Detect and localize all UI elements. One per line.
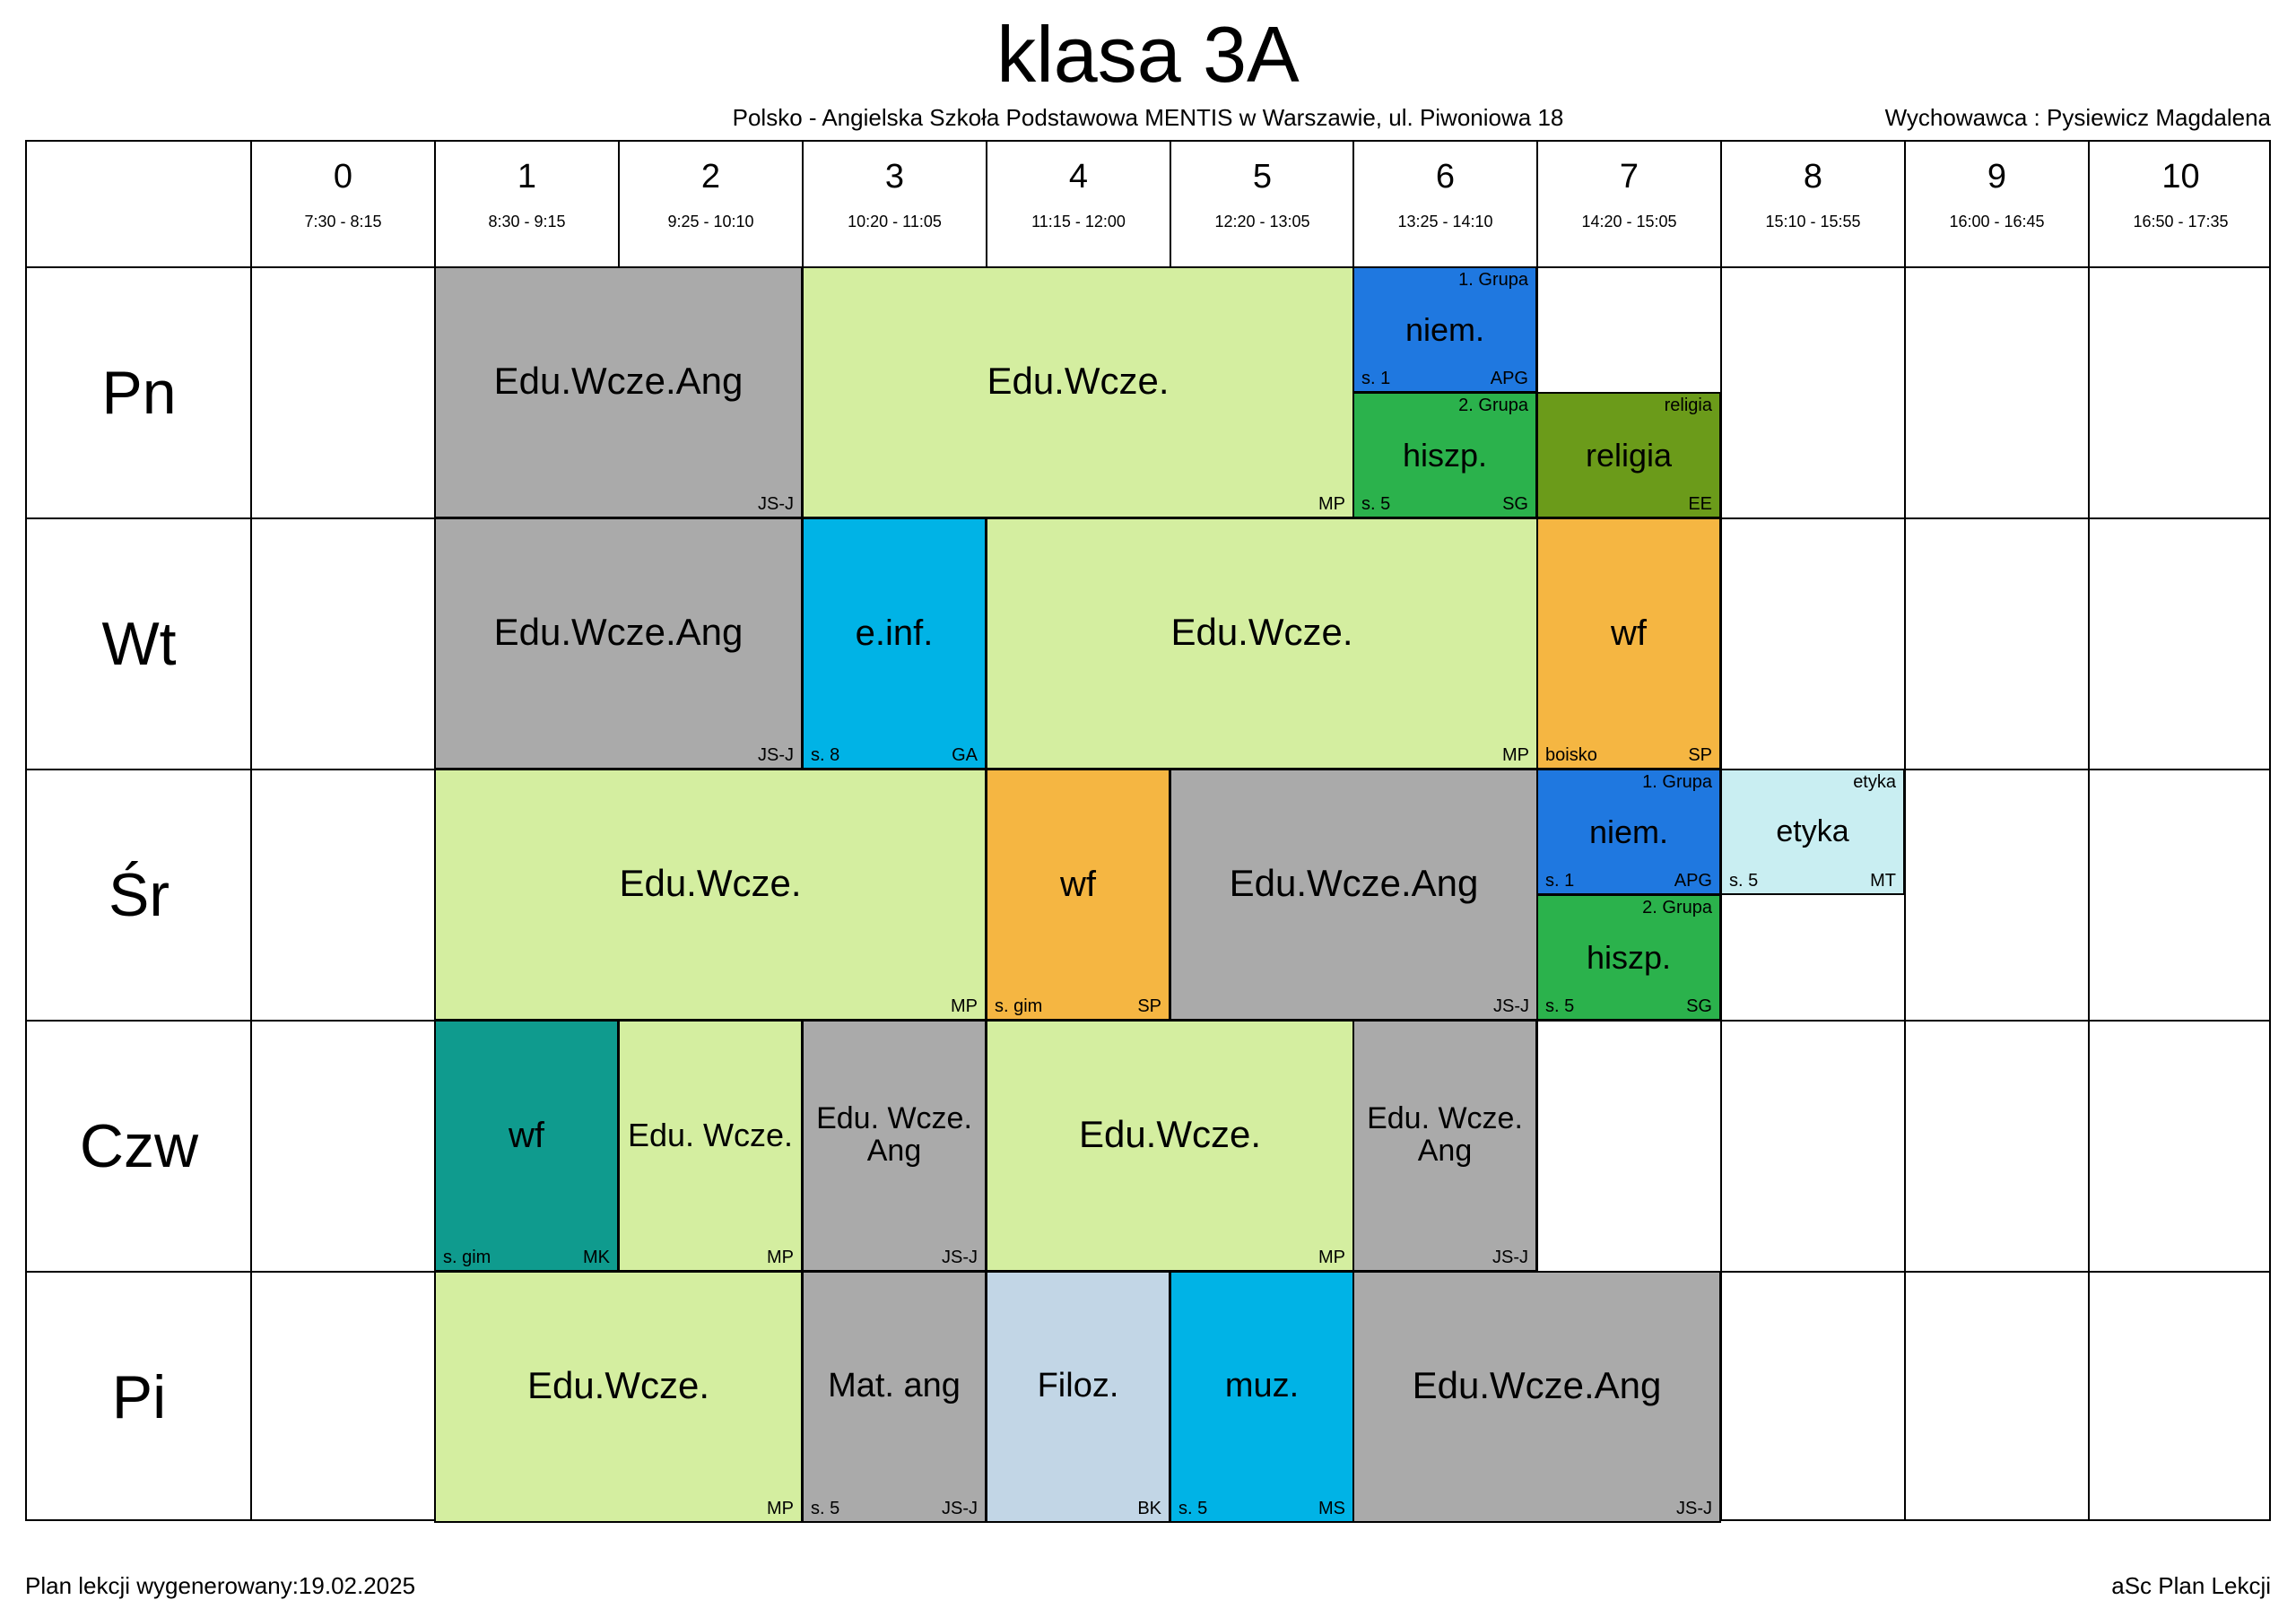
lesson-cell: Edu. Wcze. AngJS-J: [1352, 1020, 1537, 1272]
period-header: 512:20 - 13:05: [1170, 142, 1354, 267]
lesson-cell: wfs. gimSP: [986, 769, 1170, 1021]
lesson-cell: Edu. Wcze. AngJS-J: [802, 1020, 987, 1272]
period-header: 916:00 - 16:45: [1905, 142, 2089, 267]
lesson-cell: Edu.Wcze.MP: [802, 266, 1354, 518]
lesson-subject: muz.: [1177, 1273, 1347, 1500]
lesson-cell: Edu.Wcze.AngJS-J: [1170, 769, 1538, 1021]
lesson-subject: religia: [1544, 415, 1714, 495]
lesson-subject: e.inf.: [809, 519, 979, 746]
page-title: klasa 3A: [25, 9, 2271, 100]
lesson-subject: Edu.Wcze.Ang: [1177, 770, 1531, 997]
period-header: 29:25 - 10:10: [619, 142, 803, 267]
period-header: 714:20 - 15:05: [1537, 142, 1721, 267]
day-label: Śr: [27, 770, 251, 1021]
lesson-cell: niem.1. Grupas. 1APG: [1352, 266, 1537, 393]
lesson-subject: Edu.Wcze.Ang: [1360, 1273, 1714, 1500]
footer-right: aSc Plan Lekcji: [2111, 1572, 2271, 1600]
lesson-cell: wfboiskoSP: [1536, 517, 1721, 770]
lesson-subject: Mat. ang: [809, 1273, 979, 1500]
lesson-cell: hiszp.2. Grupas. 5SG: [1352, 392, 1537, 518]
lesson-subject: hiszp.: [1544, 917, 1714, 997]
period-header: 18:30 - 9:15: [435, 142, 619, 267]
lesson-cell: Edu.Wcze.AngJS-J: [1352, 1271, 1721, 1523]
lesson-cell: hiszp.2. Grupas. 5SG: [1536, 894, 1721, 1021]
lesson-cell: religiareligiaEE: [1536, 392, 1721, 518]
lesson-cell: Edu.Wcze.MP: [986, 1020, 1354, 1272]
timetable-grid: 07:30 - 8:1518:30 - 9:1529:25 - 10:10310…: [25, 140, 2271, 1521]
lesson-cell: Edu.Wcze.MP: [434, 1271, 803, 1523]
lesson-subject: etyka: [1727, 792, 1898, 872]
lesson-subject: Edu.Wcze.: [441, 770, 979, 997]
lesson-subject: Edu.Wcze.: [993, 519, 1531, 746]
lesson-subject: wf: [441, 1022, 612, 1248]
period-header: 613:25 - 14:10: [1353, 142, 1537, 267]
lesson-subject: Edu.Wcze.: [993, 1022, 1347, 1248]
lesson-subject: niem.: [1360, 290, 1530, 370]
lesson-subject: Edu.Wcze.: [809, 268, 1347, 495]
lesson-subject: Edu.Wcze.Ang: [441, 519, 796, 746]
period-header: 07:30 - 8:15: [251, 142, 435, 267]
lesson-cell: Edu.Wcze.MP: [434, 769, 987, 1021]
day-label: Pn: [27, 267, 251, 518]
period-header: 815:10 - 15:55: [1721, 142, 1905, 267]
day-label: Pi: [27, 1272, 251, 1523]
period-header: 310:20 - 11:05: [803, 142, 987, 267]
footer-left: Plan lekcji wygenerowany:19.02.2025: [25, 1572, 415, 1600]
lesson-subject: niem.: [1544, 792, 1714, 872]
lesson-cell: etykaetykas. 5MT: [1720, 769, 1905, 895]
lesson-subject: Edu. Wcze. Ang: [809, 1022, 979, 1248]
lesson-cell: Filoz.BK: [986, 1271, 1170, 1523]
teacher-name: Wychowawca : Pysiewicz Magdalena: [1885, 104, 2271, 132]
lesson-cell: muz.s. 5MS: [1170, 1271, 1354, 1523]
lesson-subject: Edu.Wcze.Ang: [441, 268, 796, 495]
day-label: Wt: [27, 518, 251, 770]
lesson-cell: e.inf.s. 8GA: [802, 517, 987, 770]
lesson-cell: Edu.Wcze.AngJS-J: [434, 517, 803, 770]
lesson-subject: wf: [993, 770, 1163, 997]
period-header: 1016:50 - 17:35: [2089, 142, 2273, 267]
lesson-cell: Edu. Wcze.MP: [618, 1020, 803, 1272]
day-label: Czw: [27, 1021, 251, 1272]
lesson-subject: wf: [1544, 519, 1714, 746]
lesson-cell: Mat. angs. 5JS-J: [802, 1271, 987, 1523]
lesson-subject: Edu. Wcze.: [625, 1022, 796, 1248]
lesson-subject: Edu.Wcze.: [441, 1273, 796, 1500]
lesson-subject: Filoz.: [993, 1273, 1163, 1500]
lesson-cell: Edu.Wcze.AngJS-J: [434, 266, 803, 518]
lesson-subject: Edu. Wcze. Ang: [1360, 1022, 1530, 1248]
lesson-cell: wfs. gimMK: [434, 1020, 619, 1272]
lesson-cell: niem.1. Grupas. 1APG: [1536, 769, 1721, 895]
lesson-cell: Edu.Wcze.MP: [986, 517, 1538, 770]
period-header: 411:15 - 12:00: [987, 142, 1170, 267]
lesson-subject: hiszp.: [1360, 415, 1530, 495]
subtitle-row: Polsko - Angielska Szkoła Podstawowa MEN…: [25, 104, 2271, 136]
